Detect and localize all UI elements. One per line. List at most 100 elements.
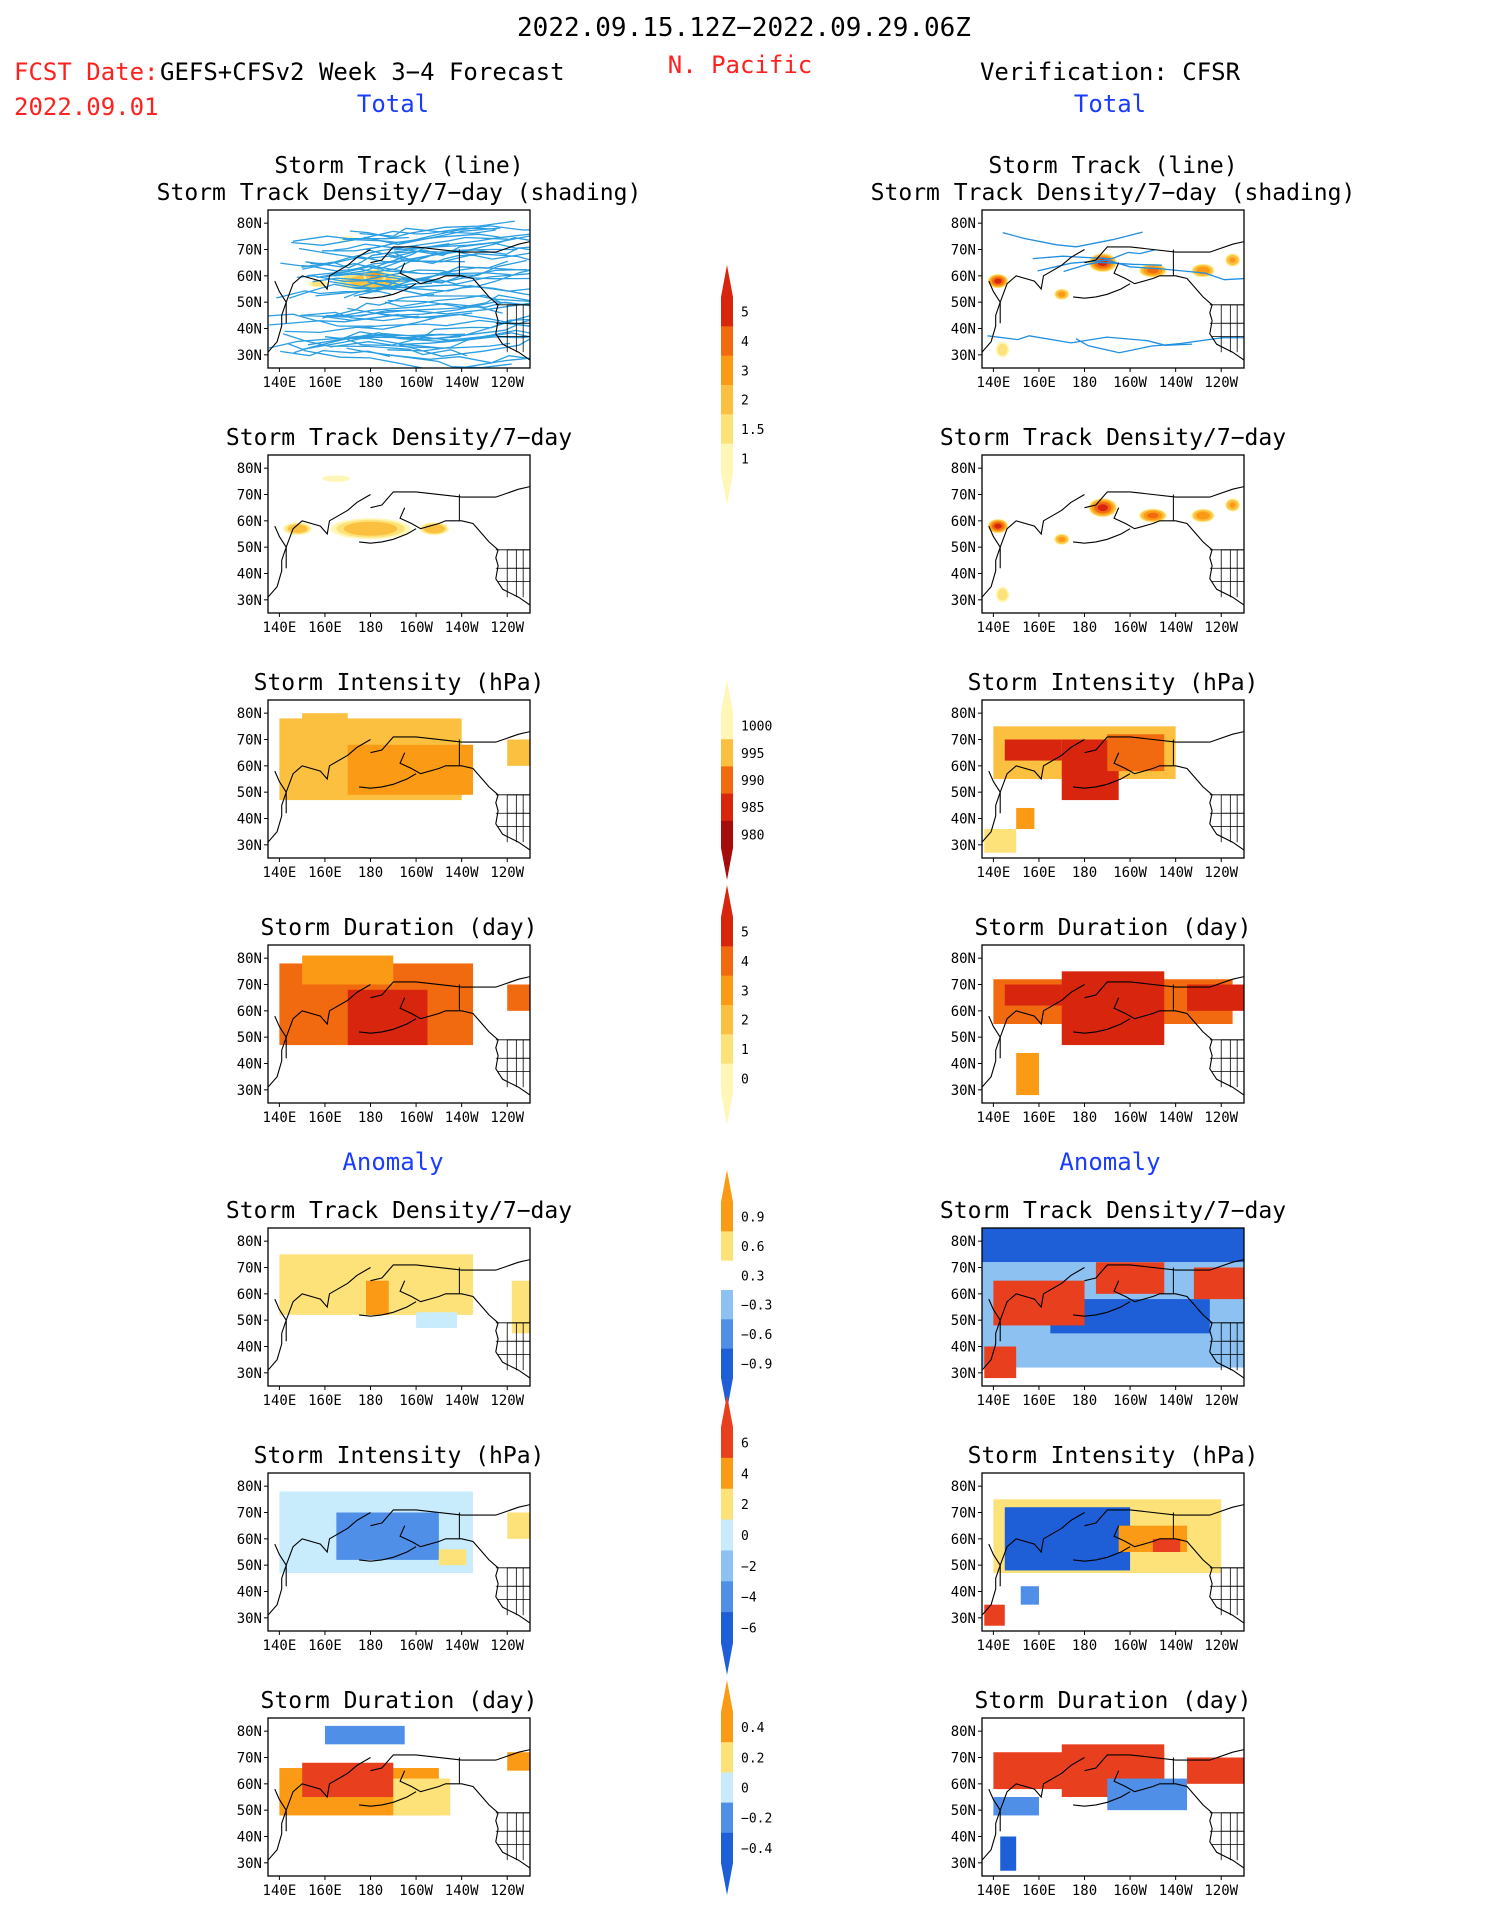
- y-tick-label: 30N: [237, 1611, 262, 1627]
- shade-cell-1: [302, 1762, 394, 1797]
- x-tick-label: 160E: [1022, 1638, 1056, 1654]
- storm-track: [298, 247, 465, 263]
- density-blob-0-2: [343, 521, 398, 536]
- x-tick-label: 180: [1072, 375, 1097, 391]
- coastline: [268, 770, 287, 843]
- map-frame: [267, 209, 531, 369]
- coastline: [399, 1770, 530, 1869]
- coastline: [285, 739, 371, 814]
- coastline: [359, 283, 417, 299]
- x-tick-label: 180: [358, 1110, 383, 1126]
- shade-cell-1: [347, 744, 474, 795]
- x-tick-label: 120W: [1204, 1638, 1238, 1654]
- coastline: [982, 770, 1001, 843]
- x-tick-label: 140E: [263, 1638, 297, 1654]
- shade-cell-3: [324, 1725, 405, 1745]
- colorbar-label: 0.3: [741, 1269, 764, 1284]
- coastline: [999, 1757, 1085, 1832]
- y-tick-label: 40N: [951, 1830, 976, 1846]
- coastline: [1073, 1018, 1131, 1034]
- colorbar-cap-top: [721, 1395, 733, 1427]
- x-tick-label: 160E: [1022, 620, 1056, 636]
- x-tick-label: 160E: [308, 375, 342, 391]
- colorbar-label: 980: [741, 828, 764, 843]
- y-tick-label: 60N: [237, 269, 262, 285]
- colorbar-swatch: [721, 917, 733, 947]
- x-tick-label: 140W: [445, 620, 479, 636]
- map-panel-fcst-intensity: Storm Intensity (hPa) 140E 160E 180 160W 140W…: [237, 670, 545, 881]
- map-panel-fcst-anom-density: Storm Track Density/7−day 140E 160E 180 160W…: [226, 1198, 572, 1409]
- coastline: [359, 528, 417, 544]
- coastline: [999, 494, 1085, 569]
- map-panel-fcst-density: Storm Track Density/7−day 140E 160E 180 160W…: [226, 425, 572, 636]
- y-tick-label: 50N: [237, 785, 262, 801]
- storm-track: [288, 283, 393, 299]
- storm-track: [338, 334, 497, 341]
- y-tick-label: 40N: [237, 1830, 262, 1846]
- y-tick-label: 50N: [951, 1313, 976, 1329]
- y-tick-label: 80N: [237, 1234, 262, 1250]
- density-blob-5-1: [997, 343, 1008, 356]
- colorbar-label: 1.5: [741, 423, 764, 438]
- map-panel-cfsr-density: Storm Track Density/7−day 140E 160E 180 160W…: [940, 425, 1286, 636]
- storm-track: [325, 235, 530, 278]
- shade-cell-5: [984, 829, 1017, 853]
- shade-cell-1: [1004, 1507, 1131, 1571]
- y-tick-label: 30N: [237, 1083, 262, 1099]
- x-tick-label: 160W: [399, 1638, 433, 1654]
- colorbar-label: 990: [741, 774, 764, 789]
- density-blob-1-2: [287, 524, 308, 533]
- x-tick-label: 140W: [445, 865, 479, 881]
- x-tick-label: 120W: [1204, 865, 1238, 881]
- map-frame: [981, 1227, 1245, 1387]
- x-tick-label: 160W: [1113, 1883, 1147, 1899]
- x-tick-label: 160W: [399, 1883, 433, 1899]
- colorbar-swatch: [721, 1005, 733, 1035]
- panel-title: Storm Track Density/7−day (shading): [871, 180, 1356, 206]
- storm-track: [302, 302, 530, 318]
- x-tick-label: 140W: [445, 1883, 479, 1899]
- x-tick-label: 160W: [1113, 1393, 1147, 1409]
- coastline: [1073, 1546, 1131, 1562]
- colorbar-label: 4: [741, 955, 749, 970]
- y-tick-label: 40N: [237, 1340, 262, 1356]
- x-tick-label: 180: [358, 1883, 383, 1899]
- y-tick-label: 80N: [951, 216, 976, 232]
- colorbar-label: 0.6: [741, 1240, 764, 1255]
- storm-track: [364, 237, 530, 255]
- coastline: [1113, 507, 1244, 606]
- shade-cell-5: [1187, 1757, 1244, 1784]
- map-frame: [267, 1717, 531, 1877]
- coastline: [268, 525, 287, 598]
- x-tick-label: 180: [358, 1638, 383, 1654]
- colorbar-label: 0: [741, 1782, 749, 1797]
- x-tick-label: 160E: [1022, 375, 1056, 391]
- y-tick-label: 60N: [951, 1777, 976, 1793]
- colorbar-swatch: [721, 793, 733, 822]
- colorbar-anom-density: 0.9 0.6 0.3 −0.3 −0.6 −0.9: [721, 1170, 772, 1410]
- y-tick-label: 70N: [237, 1506, 262, 1522]
- anomaly-label-forecast: Anomaly: [342, 1148, 443, 1176]
- x-tick-label: 140E: [977, 620, 1011, 636]
- x-tick-label: 140E: [977, 375, 1011, 391]
- coastline: [982, 1788, 1001, 1861]
- colorbar-duration: 5 4 3 2 1 0: [721, 885, 749, 1125]
- colorbar-swatch: [721, 946, 733, 977]
- map-panel-cfsr-anom-density: Storm Track Density/7−day 140E 160E 180 160W…: [940, 1198, 1286, 1409]
- x-tick-label: 140W: [1159, 1883, 1193, 1899]
- coastline: [982, 1543, 1001, 1616]
- shade-cell-5: [984, 1604, 1005, 1626]
- colorbar-label: 995: [741, 747, 764, 762]
- coastline: [399, 1280, 530, 1379]
- storm-track: [310, 236, 509, 265]
- x-tick-label: 120W: [1204, 1110, 1238, 1126]
- period-title: 2022.09.15.12Z−2022.09.29.06Z: [517, 13, 971, 43]
- shade-cell-2: [416, 1312, 458, 1329]
- colorbar-swatch: [721, 1427, 733, 1459]
- y-tick-label: 70N: [951, 243, 976, 259]
- storm-track: [296, 260, 509, 282]
- x-tick-label: 180: [1072, 1393, 1097, 1409]
- coastline: [399, 507, 530, 606]
- y-tick-label: 70N: [951, 733, 976, 749]
- coastline: [999, 739, 1085, 814]
